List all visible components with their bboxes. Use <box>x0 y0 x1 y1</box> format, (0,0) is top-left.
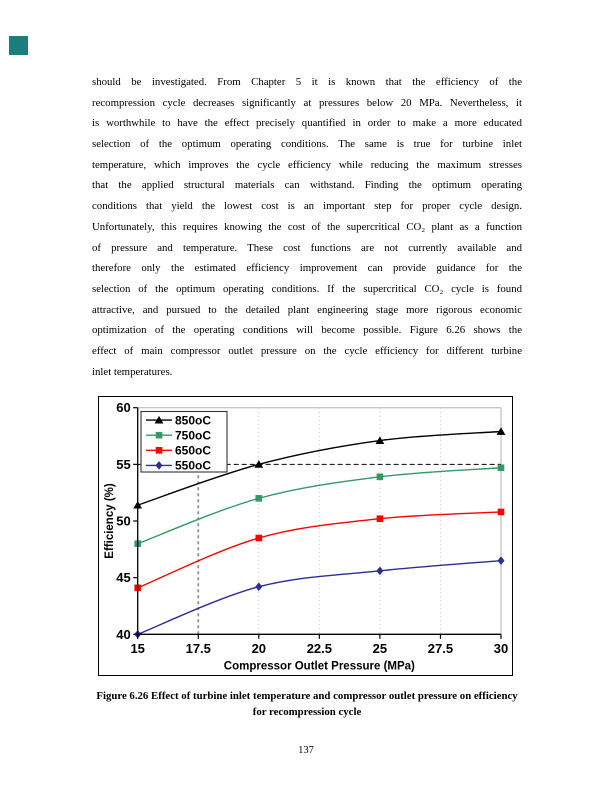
x-tick-label: 25 <box>373 641 387 656</box>
figure-caption-line2: for recompression cycle <box>252 706 362 718</box>
series-line-750oC <box>137 467 502 545</box>
series-line-850oC <box>137 430 502 506</box>
x-tick-label: 27.5 <box>428 641 453 656</box>
x-tick-label: 20 <box>252 641 266 656</box>
legend-marker-650oC <box>155 447 163 454</box>
series-marker-850oC <box>254 460 264 468</box>
y-tick-label: 50 <box>116 514 130 529</box>
paragraph-line: attractive, and pursued to the detailed … <box>92 303 522 316</box>
series-marker-650oC <box>255 534 263 542</box>
y-tick-label: 40 <box>116 627 130 642</box>
series-marker-550oC <box>376 566 384 576</box>
x-tick-label: 30 <box>494 641 508 656</box>
figure-caption: Figure 6.26 Effect of turbine inlet temp… <box>92 688 522 720</box>
legend-box <box>140 410 228 473</box>
paragraph-line: effect of main compressor outlet pressur… <box>92 344 522 357</box>
page-corner-marker <box>9 36 28 55</box>
figure-6-26: 15 17.5 20 22.5 25 27.5 30 40 45 50 55 60 Compressor… <box>98 396 513 676</box>
series-marker-650oC <box>376 515 384 523</box>
series-marker-750oC <box>497 464 505 472</box>
legend-marker-850oC <box>154 415 164 424</box>
series-marker-850oC <box>496 427 506 435</box>
paragraph-line: selection of the optimum operating condi… <box>92 138 522 151</box>
paragraph-line: recompression cycle decreases significan… <box>92 96 522 109</box>
x-tick-label: 15 <box>130 641 144 656</box>
paragraph-line: optimization of the operating conditions… <box>92 324 522 337</box>
x-tick-label: 22.5 <box>307 641 332 656</box>
paragraph-line: selection of the optimum operating condi… <box>92 282 522 295</box>
series-marker-550oC <box>255 582 263 592</box>
legend-marker-550oC <box>155 461 163 470</box>
x-axis-title: Compressor Outlet Pressure (MPa) <box>224 660 415 672</box>
page-number: 137 <box>298 745 314 756</box>
paragraph-line: that the applied structural materials ca… <box>92 179 522 192</box>
paragraph-line: Unfortunately, this requires knowing the… <box>92 220 522 233</box>
body-paragraph: should be investigated. From Chapter 5 i… <box>92 72 522 382</box>
y-tick-label: 60 <box>116 400 130 415</box>
legend-label-550oC: 550oC <box>175 459 211 473</box>
legend-label-650oC: 650oC <box>175 444 211 458</box>
series-marker-550oC <box>497 556 505 565</box>
series-marker-650oC <box>497 508 505 516</box>
y-tick-label: 55 <box>116 457 130 472</box>
y-tick-label: 45 <box>116 570 130 585</box>
paragraph-line: therefore only the estimated efficiency … <box>92 262 522 275</box>
paragraph-line: inlet temperatures. <box>92 365 173 378</box>
paragraph-line: conditions that yield the lowest cost is… <box>92 200 522 213</box>
legend-label-850oC: 850oC <box>175 413 211 427</box>
figure-caption-line1: Figure 6.26 Effect of turbine inlet temp… <box>96 690 518 702</box>
series-line-650oC <box>137 511 502 589</box>
paragraph-line: is worthwhile to have the effect precise… <box>92 117 522 130</box>
paragraph-line: of pressure and temperature. These cost … <box>92 241 522 254</box>
y-axis-title: Efficiency (%) <box>104 483 116 559</box>
legend-label-750oC: 750oC <box>175 429 211 443</box>
legend-marker-750oC <box>155 431 163 439</box>
x-tick-label: 17.5 <box>186 641 211 656</box>
paragraph-line: should be investigated. From Chapter 5 i… <box>92 76 522 88</box>
paragraph-line: temperature, which improves the cycle ef… <box>92 158 522 171</box>
series-line-550oC <box>137 559 502 635</box>
efficiency-line-chart: 15 17.5 20 22.5 25 27.5 30 40 45 50 55 60 Compressor… <box>104 400 508 672</box>
series-marker-750oC <box>376 473 384 481</box>
series-marker-850oC <box>375 436 385 444</box>
series-marker-750oC <box>255 495 263 502</box>
